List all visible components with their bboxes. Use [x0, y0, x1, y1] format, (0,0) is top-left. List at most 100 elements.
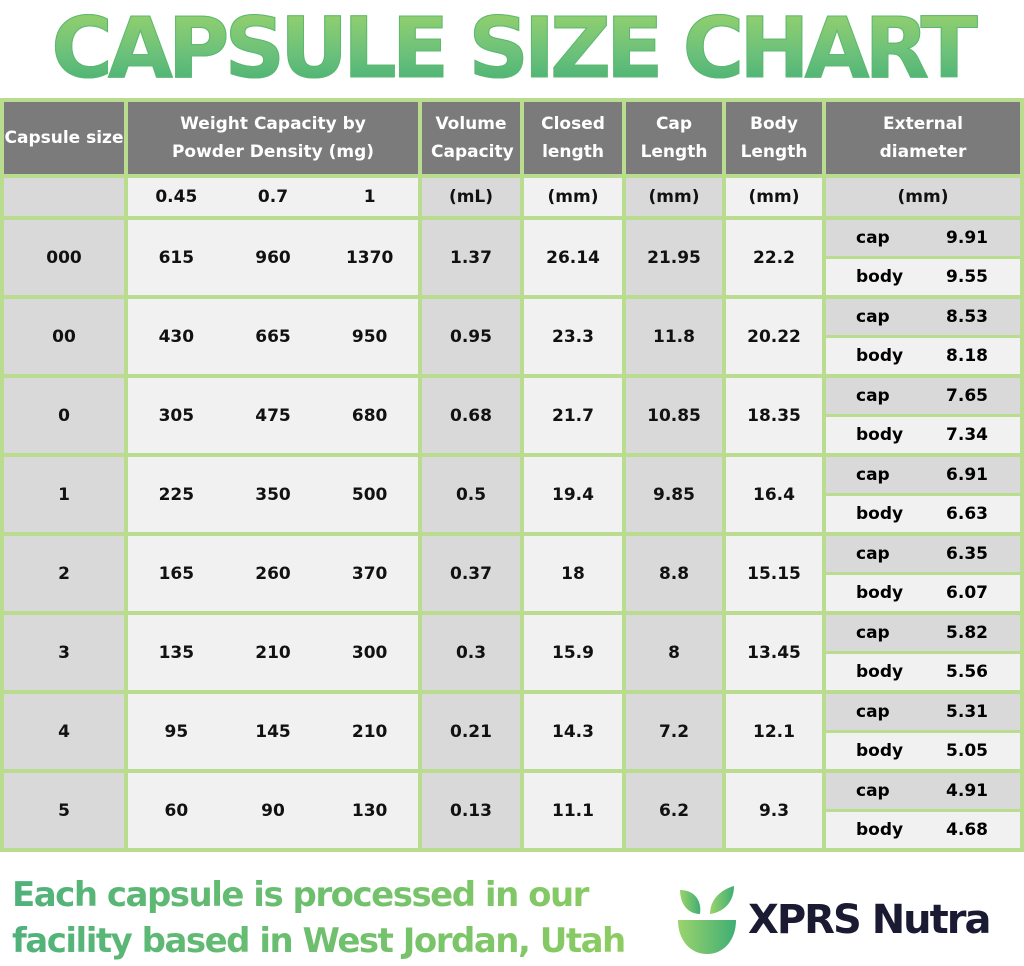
header-capsule-size: Capsule size [4, 102, 124, 174]
cell-body-length: 12.1 [726, 694, 822, 769]
unit-cap: (mm) [626, 178, 722, 216]
header-volume: Volume Capacity [422, 102, 520, 174]
weight-values: 225 350 500 [128, 485, 418, 505]
ext-value: 8.18 [946, 346, 988, 366]
weight-values: 95 145 210 [128, 722, 418, 742]
ext-value: 9.91 [946, 228, 988, 248]
cell-cap-length: 7.2 [626, 694, 722, 769]
ext-value: 6.91 [946, 465, 988, 485]
cell-external-diameter: cap 4.91 body 4.68 [826, 773, 1020, 848]
footer-line-2: facility based in West Jordan, Utah [12, 921, 625, 961]
weight-value: 95 [164, 721, 189, 742]
ext-label: body [856, 662, 904, 682]
cell-weight-capacity: 615 960 1370 [128, 220, 418, 295]
weight-value: 350 [255, 484, 291, 505]
cell-closed-length: 21.7 [524, 378, 622, 453]
cell-closed-length: 19.4 [524, 457, 622, 532]
cell-body-length: 9.3 [726, 773, 822, 848]
header-ext-label: External diameter [879, 114, 967, 162]
ext-label: cap [856, 228, 890, 248]
cell-closed-length: 15.9 [524, 615, 622, 690]
weight-value: 305 [158, 405, 195, 426]
ext-value: 9.55 [946, 267, 988, 287]
weight-values: 430 665 950 [128, 327, 418, 347]
cell-capsule-size: 3 [4, 615, 124, 690]
header-volume-label: Volume Capacity [431, 114, 514, 162]
cell-closed-length: 18 [524, 536, 622, 611]
ext-label: body [856, 583, 904, 603]
weight-value: 475 [255, 405, 291, 426]
ext-cap-row: cap 5.31 [826, 694, 1020, 730]
header-external-diameter: External diameter [826, 102, 1020, 174]
ext-value: 6.07 [946, 583, 988, 603]
ext-value: 5.82 [946, 623, 988, 643]
ext-label: body [856, 504, 904, 524]
cell-volume: 1.37 [422, 220, 520, 295]
weight-values: 60 90 130 [128, 801, 418, 821]
ext-body-row: body 9.55 [826, 259, 1020, 295]
ext-value: 6.63 [946, 504, 988, 524]
ext-value: 8.53 [946, 307, 988, 327]
ext-label: cap [856, 781, 890, 801]
ext-label: cap [856, 386, 890, 406]
cell-capsule-size: 1 [4, 457, 124, 532]
weight-value: 1370 [345, 247, 394, 268]
header-closed-length: Closed length [524, 102, 622, 174]
cell-volume: 0.95 [422, 299, 520, 374]
leaf-bowl-icon [678, 886, 736, 954]
weight-value: 960 [255, 247, 291, 268]
weight-value: 130 [351, 800, 388, 821]
weight-value: 225 [158, 484, 195, 505]
ext-cap-row: cap 9.91 [826, 220, 1020, 256]
cell-capsule-size: 00 [4, 299, 124, 374]
header-weight-capacity: Weight Capacity by Powder Density (mg) [128, 102, 418, 174]
ext-cap-row: cap 6.35 [826, 536, 1020, 572]
cell-body-length: 18.35 [726, 378, 822, 453]
cell-external-diameter: cap 7.65 body 7.34 [826, 378, 1020, 453]
unit-size [4, 178, 124, 216]
cell-weight-capacity: 305 475 680 [128, 378, 418, 453]
cell-volume: 0.68 [422, 378, 520, 453]
weight-value: 135 [158, 642, 195, 663]
weight-value: 145 [255, 721, 291, 742]
cell-capsule-size: 0 [4, 378, 124, 453]
cell-cap-length: 11.8 [626, 299, 722, 374]
ext-body-row: body 4.68 [826, 812, 1020, 848]
ext-cap-row: cap 6.91 [826, 457, 1020, 493]
cell-external-diameter: cap 9.91 body 9.55 [826, 220, 1020, 295]
cell-capsule-size: 2 [4, 536, 124, 611]
header-cap-label: Cap Length [640, 114, 708, 162]
ext-label: body [856, 425, 904, 445]
weight-values: 165 260 370 [128, 564, 418, 584]
weight-values: 615 960 1370 [128, 248, 418, 268]
cell-closed-length: 26.14 [524, 220, 622, 295]
cell-body-length: 15.15 [726, 536, 822, 611]
cell-capsule-size: 000 [4, 220, 124, 295]
density-1: 0.7 [257, 187, 289, 207]
weight-value: 260 [255, 563, 291, 584]
cell-weight-capacity: 430 665 950 [128, 299, 418, 374]
weight-values: 305 475 680 [128, 406, 418, 426]
cell-volume: 0.37 [422, 536, 520, 611]
cell-cap-length: 6.2 [626, 773, 722, 848]
ext-label: body [856, 346, 904, 366]
brand-name: XPRS Nutra [748, 897, 991, 943]
ext-value: 5.05 [946, 741, 988, 761]
ext-label: body [856, 267, 904, 287]
cell-weight-capacity: 165 260 370 [128, 536, 418, 611]
header-cap-length: Cap Length [626, 102, 722, 174]
brand-logo: XPRS Nutra [676, 884, 991, 956]
cell-closed-length: 14.3 [524, 694, 622, 769]
ext-body-row: body 5.56 [826, 654, 1020, 690]
ext-cap-row: cap 5.82 [826, 615, 1020, 651]
cell-cap-length: 10.85 [626, 378, 722, 453]
cell-capsule-size: 5 [4, 773, 124, 848]
cell-volume: 0.3 [422, 615, 520, 690]
footer-line-1: Each capsule is processed in our [12, 875, 588, 915]
ext-value: 7.65 [946, 386, 988, 406]
ext-value: 7.34 [946, 425, 988, 445]
unit-volume: (mL) [422, 178, 520, 216]
weight-value: 300 [351, 642, 388, 663]
ext-cap-row: cap 4.91 [826, 773, 1020, 809]
unit-ext: (mm) [826, 178, 1020, 216]
